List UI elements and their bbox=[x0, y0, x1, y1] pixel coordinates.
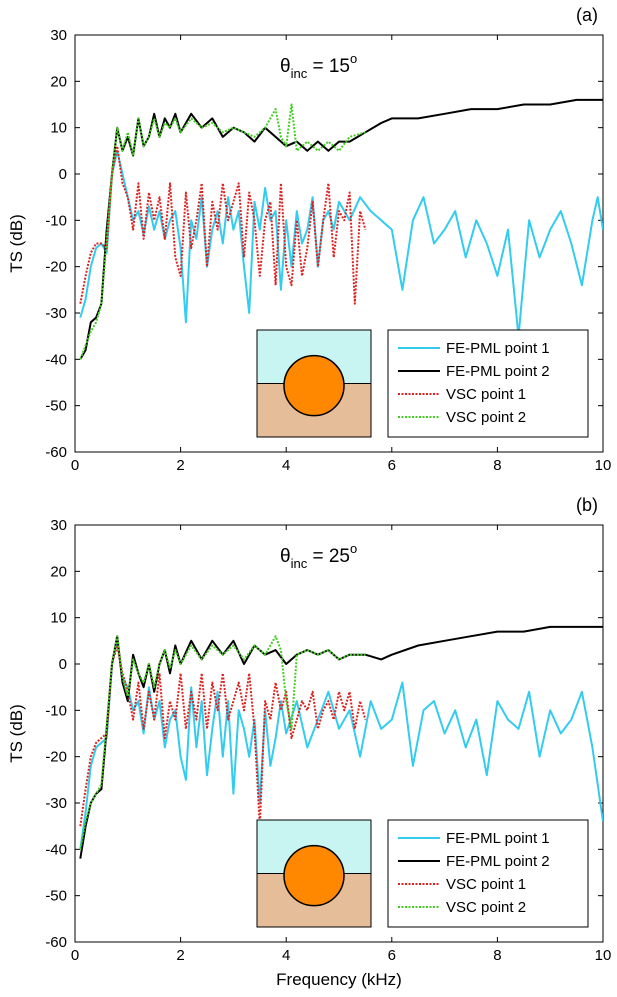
series-line-fe-pml-point-1 bbox=[79, 149, 603, 338]
x-tick-label: 2 bbox=[176, 457, 184, 474]
y-tick-label: -40 bbox=[45, 841, 67, 858]
legend-entry: VSC point 2 bbox=[446, 899, 526, 916]
annotation-symbol: θ bbox=[280, 56, 291, 77]
chart-panel-b: 0 2 4 6 8 10 -60 -50 -40 -30 -20 -10 0 10 20 30 TS (dB) F… bbox=[7, 495, 611, 989]
panel-label: (a) bbox=[576, 5, 598, 25]
legend-entry: FE-PML point 2 bbox=[446, 853, 550, 870]
annotation-subscript: inc bbox=[291, 556, 308, 571]
legend-entry: FE-PML point 2 bbox=[446, 363, 550, 380]
inset-sphere-seabed bbox=[256, 819, 372, 928]
inset-sphere bbox=[283, 844, 345, 907]
x-tick-label: 4 bbox=[282, 947, 290, 964]
plot-frame bbox=[74, 34, 604, 453]
y-tick-label: 10 bbox=[50, 610, 67, 627]
y-tick-label: -50 bbox=[45, 398, 67, 415]
x-tick-label: 6 bbox=[388, 947, 396, 964]
inset-sphere-seabed bbox=[256, 329, 372, 438]
series-line-vsc-point-1 bbox=[79, 644, 367, 828]
annotation-text: = 25 bbox=[307, 546, 350, 567]
y-tick-label: -30 bbox=[45, 795, 67, 812]
incidence-angle-annotation: θinc = 15o bbox=[280, 51, 357, 81]
x-tick-label: 4 bbox=[282, 457, 290, 474]
annotation-symbol: θ bbox=[280, 546, 291, 567]
annotation-superscript: o bbox=[350, 51, 357, 66]
x-tick-label: 2 bbox=[176, 947, 184, 964]
x-tick-label: 8 bbox=[493, 947, 501, 964]
y-tick-label: -10 bbox=[45, 702, 67, 719]
y-tick-label: 10 bbox=[50, 120, 67, 137]
series-line-vsc-point-2 bbox=[79, 103, 366, 360]
series-group bbox=[79, 98, 603, 360]
inset-frame bbox=[256, 819, 372, 928]
series-group bbox=[79, 625, 603, 859]
legend-entry: FE-PML point 1 bbox=[446, 830, 550, 847]
y-tick-label: -60 bbox=[45, 934, 67, 951]
incidence-angle-annotation: θinc = 25o bbox=[280, 541, 357, 571]
legend: FE-PML point 1 FE-PML point 2 VSC point 1 V… bbox=[387, 819, 589, 928]
y-axis-label: TS (dB) bbox=[7, 214, 26, 273]
x-tick-label: 10 bbox=[595, 457, 612, 474]
y-tick-label: 20 bbox=[50, 563, 67, 580]
inset-frame bbox=[256, 329, 372, 438]
x-tick-label: 0 bbox=[71, 947, 79, 964]
y-tick-label: 0 bbox=[59, 166, 67, 183]
legend-entry: VSC point 2 bbox=[446, 409, 526, 426]
y-tick-label: -10 bbox=[45, 212, 67, 229]
y-tick-label: 20 bbox=[50, 73, 67, 90]
y-tick-label: -20 bbox=[45, 259, 67, 276]
y-tick-label: 0 bbox=[59, 656, 67, 673]
annotation-subscript: inc bbox=[291, 66, 308, 81]
legend-entry: FE-PML point 1 bbox=[446, 340, 550, 357]
x-tick-label: 6 bbox=[388, 457, 396, 474]
inset-sphere bbox=[283, 354, 345, 417]
y-tick-label: -60 bbox=[45, 444, 67, 461]
x-axis-label: Frequency (kHz) bbox=[276, 970, 402, 989]
series-line-vsc-point-2 bbox=[79, 635, 366, 850]
y-tick-label: -40 bbox=[45, 351, 67, 368]
annotation-text: = 15 bbox=[307, 56, 350, 77]
legend: FE-PML point 1 FE-PML point 2 VSC point 1 V… bbox=[387, 329, 589, 438]
chart-panel-a: 0 2 4 6 8 10 -60 -50 -40 -30 -20 -10 0 10 20 30 TS (dB) (… bbox=[7, 5, 611, 474]
y-tick-label: -50 bbox=[45, 888, 67, 905]
x-tick-label: 10 bbox=[595, 947, 612, 964]
series-line-fe-pml-point-2 bbox=[79, 98, 603, 360]
plot-frame bbox=[74, 524, 604, 943]
y-tick-label: 30 bbox=[50, 27, 67, 44]
y-tick-label: 30 bbox=[50, 517, 67, 534]
annotation-superscript: o bbox=[350, 541, 357, 556]
y-tick-label: -30 bbox=[45, 305, 67, 322]
legend-entry: VSC point 1 bbox=[446, 876, 526, 893]
legend-entry: VSC point 1 bbox=[446, 386, 526, 403]
x-tick-label: 0 bbox=[71, 457, 79, 474]
x-tick-label: 8 bbox=[493, 457, 501, 474]
y-tick-label: -20 bbox=[45, 749, 67, 766]
panel-label: (b) bbox=[576, 495, 598, 515]
y-axis-label: TS (dB) bbox=[7, 704, 26, 763]
